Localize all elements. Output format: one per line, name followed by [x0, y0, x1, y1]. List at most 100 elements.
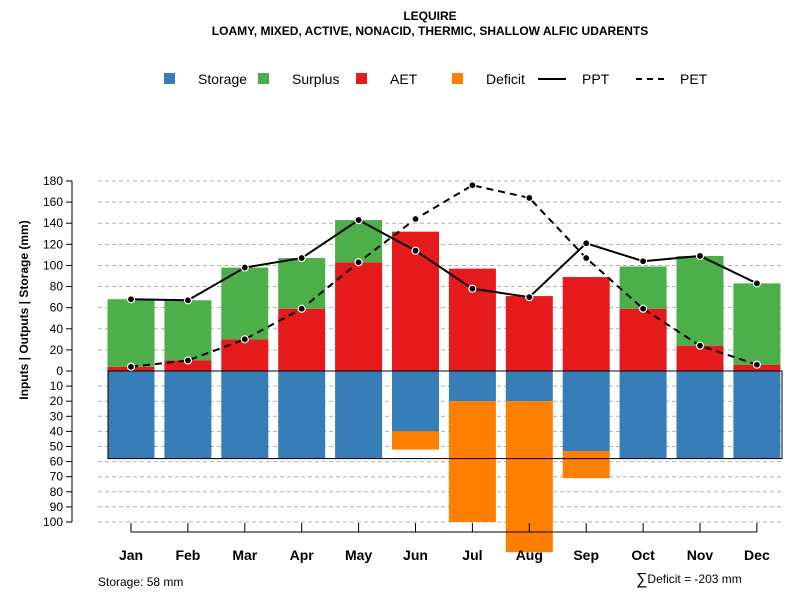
ppt-line [130, 218, 758, 302]
x-tick-label: Feb [175, 547, 200, 563]
y-tick-label: 60 [50, 455, 64, 469]
aet-bar [335, 262, 383, 371]
chart-subtitle: LOAMY, MIXED, ACTIVE, NONACID, THERMIC, … [211, 24, 649, 38]
x-tick-label: Oct [631, 547, 655, 563]
y-tick-label: 100 [43, 258, 63, 272]
y-tick-label: 30 [50, 409, 64, 423]
pet-point [525, 193, 534, 202]
y-tick-label: 10 [50, 379, 64, 393]
legend-symbol [452, 73, 463, 84]
x-tick-label: Aug [516, 547, 543, 563]
pet-point [468, 181, 477, 190]
x-tick-label: Jun [403, 547, 428, 563]
storage-bar [448, 371, 496, 402]
aet-bar [562, 277, 610, 371]
aet-bar [676, 345, 724, 371]
aet-bar [619, 308, 667, 371]
aet-bar [448, 268, 496, 371]
y-tick-label: 80 [50, 280, 64, 294]
y-axis-label: Inputs | Outputs | Storage (mm) [17, 220, 31, 399]
surplus-bar [733, 283, 781, 365]
aet-bar [505, 296, 553, 371]
storage-bar [164, 371, 212, 459]
surplus-bar [278, 258, 326, 309]
deficit-bar [392, 431, 439, 450]
y-tick-label: 100 [43, 515, 63, 529]
aet-bar [164, 360, 212, 371]
legend-label: PET [680, 71, 708, 87]
ppt-point [468, 284, 477, 293]
legend-symbol [258, 73, 269, 84]
pet-point [752, 360, 762, 369]
pet-point [126, 362, 136, 371]
legend-symbol [164, 73, 175, 84]
pet-point [297, 304, 306, 313]
ppt-point [411, 246, 420, 255]
x-tick-label: Jan [119, 547, 143, 563]
y-tick-label: 90 [50, 500, 64, 514]
y-tick-label: 70 [50, 470, 64, 484]
ppt-point [638, 257, 648, 266]
deficit-total: Deficit = -203 mm [647, 572, 742, 586]
x-tick-label: Mar [232, 547, 257, 563]
storage-bar [221, 371, 269, 459]
y-tick-label: 140 [43, 216, 63, 230]
legend-label: Storage [198, 71, 248, 87]
ppt-point [752, 279, 762, 288]
aet-bar [278, 308, 326, 371]
storage-bar [505, 371, 553, 402]
legend-label: PPT [582, 71, 610, 87]
deficit-footnote: ∑Deficit = -203 mm [636, 570, 742, 588]
x-tick-label: May [345, 547, 372, 563]
storage-bar [335, 371, 383, 459]
ppt-point [525, 293, 534, 302]
x-tick-label: Dec [744, 547, 770, 563]
legend-symbol [538, 78, 566, 80]
storage-bar [676, 371, 724, 459]
y-tick-label: 20 [50, 343, 64, 357]
legend-symbol [356, 73, 367, 84]
y-tick-label: 20 [50, 394, 64, 408]
pet-point [411, 214, 420, 224]
y-tick-label: 40 [50, 424, 64, 438]
aet-bar [392, 231, 439, 371]
ppt-point [183, 296, 192, 305]
ppt-point [240, 263, 249, 272]
surplus-bar [164, 300, 212, 361]
pet-point [183, 356, 192, 365]
storage-bar [278, 371, 326, 459]
x-tick-label: Apr [290, 547, 315, 563]
surplus-bar [335, 220, 383, 263]
y-tick-label: 180 [43, 174, 63, 188]
pet-point [582, 253, 591, 263]
legend-label: Deficit [486, 71, 525, 87]
x-tick-label: Jul [462, 547, 482, 563]
y-tick-label: 80 [50, 485, 64, 499]
deficit-bar [448, 401, 496, 522]
y-tick-label: 0 [56, 364, 63, 378]
legend-symbol [636, 78, 664, 80]
ppt-point [582, 239, 591, 248]
sum-sign: ∑ [636, 571, 648, 588]
pet-point [354, 258, 363, 267]
surplus-bar [676, 255, 724, 346]
surplus-bar [221, 267, 269, 340]
storage-bar [107, 371, 155, 459]
chart-title: LEQUIRE [403, 9, 457, 23]
ppt-point [695, 251, 705, 261]
ppt-point [354, 215, 363, 225]
y-tick-label: 160 [43, 195, 63, 209]
x-tick-label: Nov [687, 547, 714, 563]
y-tick-label: 120 [43, 237, 63, 251]
storage-bar [619, 371, 667, 459]
ppt-point [126, 295, 136, 304]
x-tick-label: Sep [573, 547, 599, 563]
ppt-point [297, 253, 306, 263]
y-tick-label: 60 [50, 301, 64, 315]
storage-footnote: Storage: 58 mm [98, 575, 184, 589]
legend-label: Surplus [292, 71, 340, 87]
storage-bar [733, 371, 781, 459]
deficit-bar [562, 451, 610, 479]
surplus-bar [107, 299, 155, 367]
